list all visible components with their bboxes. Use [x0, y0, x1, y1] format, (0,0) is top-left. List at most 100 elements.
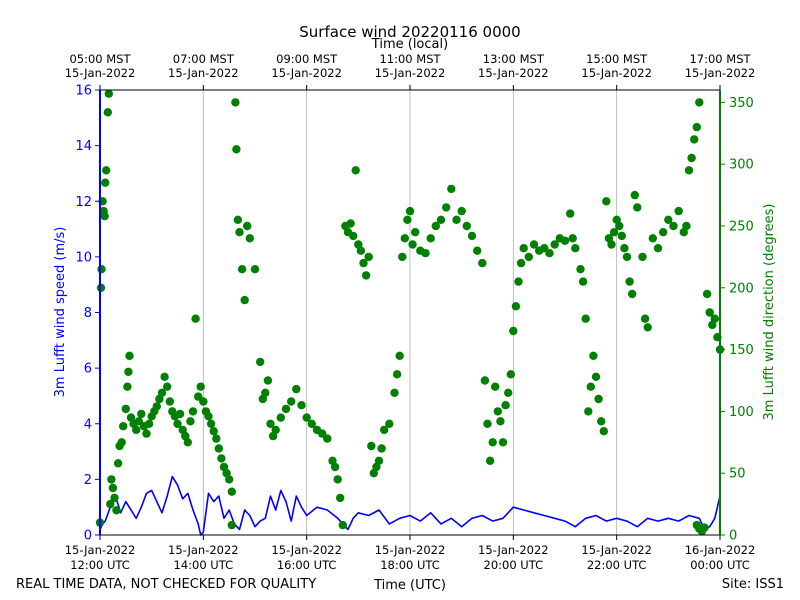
- wind-direction-point: [511, 302, 521, 311]
- wind-direction-point: [519, 244, 528, 253]
- wind-direction-point: [607, 240, 616, 249]
- wind-direction-point: [206, 419, 216, 428]
- left-tick-label: 16: [75, 84, 92, 99]
- wind-direction-point: [602, 197, 611, 206]
- wind-direction-point: [165, 397, 174, 406]
- left-tick-label: 12: [75, 195, 92, 210]
- wind-direction-point: [123, 382, 132, 391]
- wind-direction-point: [684, 166, 694, 175]
- top-tick-date: 15-Jan-2022: [375, 66, 446, 80]
- wind-direction-point: [233, 215, 243, 224]
- wind-direction-point: [103, 108, 113, 117]
- wind-direction-point: [504, 388, 513, 397]
- wind-direction-point: [493, 407, 502, 416]
- top-tick-time: 09:00 MST: [276, 52, 338, 66]
- wind-direction-point: [506, 370, 515, 379]
- bottom-tick-time: 12:00 UTC: [70, 558, 130, 572]
- wind-direction-point: [101, 178, 110, 187]
- quality-disclaimer: REAL TIME DATA, NOT CHECKED FOR QUALITY: [16, 577, 316, 592]
- left-tick-label: 0: [84, 529, 92, 544]
- wind-direction-point: [578, 277, 588, 286]
- wind-direction-point: [307, 419, 316, 428]
- wind-direction-point: [119, 422, 128, 431]
- right-tick-label: 150: [729, 343, 754, 358]
- wind-direction-point: [702, 289, 712, 299]
- bottom-tick-time: 16:00 UTC: [277, 558, 337, 572]
- wind-direction-point: [243, 221, 252, 231]
- wind-direction-point: [214, 444, 223, 453]
- wind-direction-point: [498, 438, 508, 447]
- wind-direction-point: [496, 417, 505, 426]
- left-tick-label: 14: [75, 139, 92, 154]
- wind-direction-point: [586, 382, 595, 391]
- wind-direction-point: [405, 206, 415, 216]
- wind-direction-point: [529, 240, 539, 249]
- left-tick-label: 6: [84, 362, 92, 377]
- wind-direction-point: [323, 434, 332, 443]
- wind-direction-point: [132, 425, 141, 435]
- left-tick-label: 8: [84, 306, 92, 321]
- wind-direction-point: [106, 499, 115, 509]
- wind-direction-point: [400, 234, 409, 243]
- wind-direction-point: [664, 215, 673, 224]
- wind-direction-point: [485, 456, 495, 465]
- wind-direction-point: [152, 402, 161, 411]
- wind-direction-point: [705, 308, 714, 317]
- wind-direction-point: [659, 228, 668, 237]
- wind-direction-point: [628, 289, 637, 299]
- wind-direction-point: [232, 145, 241, 154]
- wind-direction-point: [377, 444, 386, 453]
- wind-direction-point: [566, 209, 575, 218]
- wind-direction-point: [692, 122, 701, 132]
- wind-direction-point: [385, 419, 394, 428]
- wind-direction-point: [633, 203, 642, 212]
- wind-direction-point: [163, 382, 172, 391]
- wind-direction-point: [245, 234, 254, 243]
- wind-direction-point: [117, 438, 126, 447]
- bottom-tick-time: 22:00 UTC: [587, 558, 647, 572]
- wind-direction-point: [615, 221, 624, 231]
- wind-direction-point: [351, 166, 360, 175]
- wind-direction-point: [545, 249, 554, 258]
- bottom-tick-time: 14:00 UTC: [174, 558, 234, 572]
- bottom-tick-date: 16-Jan-2022: [685, 543, 756, 557]
- wind-direction-point: [408, 240, 417, 249]
- wind-direction-point: [380, 425, 389, 435]
- left-tick-label: 2: [84, 473, 92, 488]
- wind-direction-point: [102, 166, 111, 175]
- wind-direction-point: [622, 252, 632, 262]
- right-tick-label: 100: [729, 405, 754, 420]
- wind-direction-point: [188, 407, 198, 416]
- wind-direction-point: [560, 236, 570, 245]
- direction-series: [95, 89, 725, 536]
- top-tick-time: 17:00 MST: [689, 52, 751, 66]
- wind-direction-point: [568, 234, 577, 243]
- right-tick-label: 250: [729, 219, 754, 234]
- top-tick-date: 15-Jan-2022: [168, 66, 239, 80]
- wind-direction-point: [217, 454, 226, 463]
- wind-direction-point: [514, 277, 523, 286]
- wind-direction-point: [374, 456, 384, 465]
- wind-speed-line: [99, 475, 721, 536]
- wind-direction-point: [227, 487, 236, 496]
- wind-direction-point: [124, 367, 133, 376]
- wind-direction-point: [107, 475, 116, 484]
- vertical-gridlines: [202, 90, 618, 535]
- wind-direction-point: [349, 231, 358, 241]
- wind-direction-point: [540, 244, 549, 253]
- left-y-axis-label: 3m Lufft wind speed (m/s): [53, 227, 68, 398]
- left-tick-label: 4: [84, 417, 92, 432]
- wind-direction-point: [142, 429, 151, 438]
- bottom-tick-date: 15-Jan-2022: [581, 543, 652, 557]
- top-tick-date: 15-Jan-2022: [271, 66, 342, 80]
- top-tick-time: 11:00 MST: [379, 52, 441, 66]
- wind-direction-point: [97, 265, 106, 274]
- top-tick-time: 15:00 MST: [586, 52, 648, 66]
- chart-title: Surface wind 20220116 0000: [299, 23, 520, 41]
- wind-direction-point: [333, 475, 342, 484]
- wind-direction-point: [121, 404, 130, 414]
- wind-direction-point: [589, 351, 598, 360]
- wind-direction-point: [292, 384, 301, 394]
